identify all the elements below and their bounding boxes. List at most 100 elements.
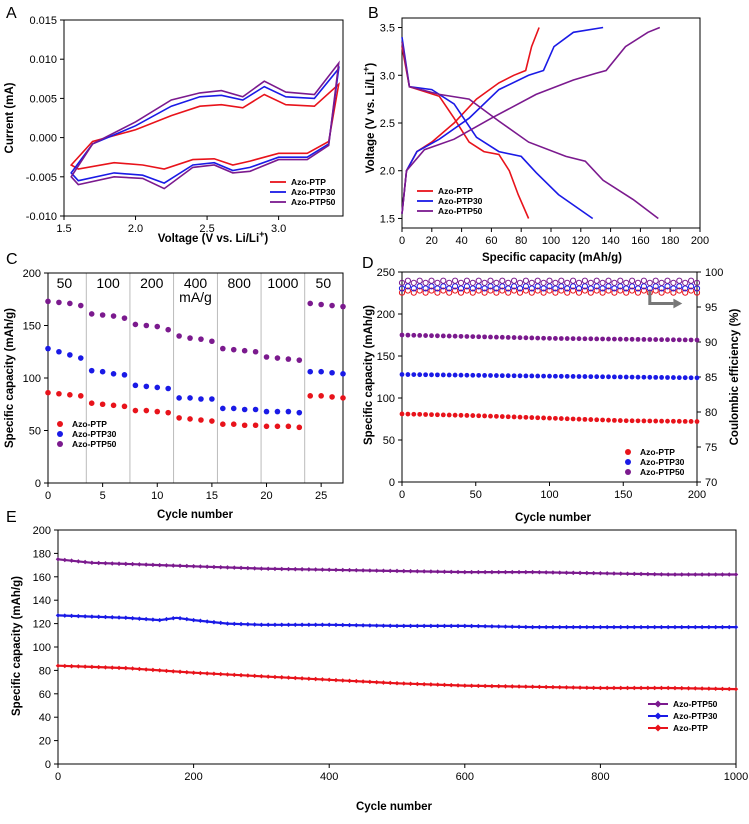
panel-e-point [543,570,549,575]
panel-e-point [381,680,386,685]
panel-e-point [571,624,576,630]
panel-e-point [62,613,68,618]
panel-c-point [198,336,204,342]
panel-d-ce-point [629,287,636,294]
panel-e-point [435,682,440,687]
panel-c-point [274,423,281,430]
panel-c-legend-entry: Azo-PTP50 [72,439,117,449]
panel-e-point [679,572,685,577]
panel-d-ce-point [516,289,524,296]
panel-e-point [89,614,95,619]
panel-e-legend-marker [654,700,662,708]
panel-e-point [232,621,237,627]
panel-e-point [726,572,732,577]
panel-c-point [252,422,259,429]
panel-e-point [360,679,366,684]
panel-c-point [285,356,292,362]
panel-d-axis-arrow [648,290,674,305]
panel-e-point [333,567,339,573]
panel-d-ce-point [640,277,648,284]
panel-e-point [693,572,698,577]
panel-e-point [699,624,705,630]
panel-c-point [318,301,324,308]
panel-e-xtick-label: 400 [320,771,338,783]
panel-d-capacity-point [488,373,493,378]
panel-c-legend-swatch [57,431,63,437]
panel-d-ce-point [599,279,606,286]
panel-label-c: C [6,251,18,268]
panel-e-ytick-label: 100 [33,642,51,654]
panel-e-point [726,624,732,630]
panel-e-point [394,568,400,574]
panel-e-point [394,623,400,629]
panel-d-ce-point [558,287,565,294]
panel-e-point [354,567,359,573]
panel-e-point [62,557,68,563]
panel-e-point [143,667,149,672]
panel-a-xtick-label: 2.0 [128,223,143,235]
panel-e-point [170,615,176,621]
panel-d-ce-point [434,289,441,296]
panel-d-capacity-point [405,332,411,338]
panel-d-capacity-point [629,336,635,342]
panel-d-ce-point [516,279,524,286]
panel-e-point [279,566,285,572]
panel-e-point [509,624,515,630]
panel-label-d: D [362,255,374,272]
panel-d-ce-point [493,279,500,286]
panel-d-capacity-point [676,418,682,424]
panel-d-ce-point [416,277,423,284]
panel-e-point [116,665,122,671]
panel-e-point [164,668,169,674]
panel-d-capacity-point [600,336,605,342]
panel-d-ce-point [528,279,535,286]
panel-d-capacity-point [582,336,588,342]
panel-c-rate-label: 400 [184,275,208,291]
panel-b-xtick-label: 20 [426,235,438,247]
panel-b-xtick-label: 120 [572,235,590,247]
panel-e-point [374,623,379,628]
panel-d-ce-point [693,289,701,296]
panel-d-ce-point [617,277,624,284]
panel-e-point [272,566,278,572]
panel-c-point [143,383,150,390]
panel-d-capacity-point [511,414,517,420]
panel-d-ce-point [611,289,618,296]
panel-a-ytick-label: 0.015 [29,15,57,27]
panel-e-point [340,567,346,573]
panel-d-capacity-point [423,372,428,378]
panel-c-ylabel-main: Specific capacity (mAh/g) [4,308,16,448]
panel-c-point [67,352,73,358]
panel-e-point [632,624,637,630]
panel-e-point [313,622,318,628]
panel-e-point [598,571,603,576]
panel-c-point [176,333,182,339]
panel-e-point [204,564,210,570]
panel-d-ce-point [676,277,683,284]
panel-d-ce-point [398,289,406,296]
panel-d-capacity-point [452,372,458,378]
panel-d-y2label: Coulombic efficiency (%) [729,308,741,445]
panel-d-capacity-point [399,332,405,338]
panel-d-axis-arrowhead [673,298,683,309]
panel-d-capacity-point [647,337,653,342]
panel-e-point [503,684,508,689]
panel-e-point [177,563,183,569]
panel-e-point [137,616,142,621]
panel-d-capacity-point [482,373,487,378]
panel-d-ce-point [587,289,594,296]
panel-a-xtick-label: 3.0 [271,223,286,235]
panel-e-point [537,684,542,690]
panel-d-capacity-point [647,374,653,380]
panel-d-ce-point [528,289,535,296]
panel-a-legend-entry: Azo-PTP30 [291,187,336,197]
panel-d-ce-point [510,287,518,294]
panel-d-capacity-point [541,373,546,379]
panel-d-capacity-point [523,373,529,379]
panel-d-ce-point [404,277,411,284]
panel-d-ce-point [546,287,553,294]
panel-d-ce-point [558,277,565,284]
panel-e-ytick-label: 160 [33,572,51,584]
panel-d-ce-point [475,287,482,294]
